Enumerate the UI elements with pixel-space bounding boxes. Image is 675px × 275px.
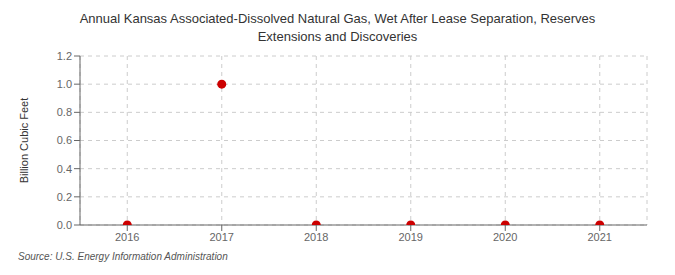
svg-text:2020: 2020: [493, 231, 517, 243]
svg-text:0.0: 0.0: [57, 219, 72, 231]
svg-text:0.4: 0.4: [57, 163, 72, 175]
svg-text:Billion Cubic Feet: Billion Cubic Feet: [18, 98, 30, 184]
html-text:Extensions and Discoveries: Extensions and Discoveries: [257, 29, 418, 44]
svg-text:2017: 2017: [210, 231, 234, 243]
svg-text:0.2: 0.2: [57, 191, 72, 203]
html-text:Source: U.S. Energy Informatio: Source: U.S. Energy Information Administ…: [18, 251, 228, 262]
svg-text:0.8: 0.8: [57, 106, 72, 118]
svg-text:2016: 2016: [115, 231, 139, 243]
svg-text:1.2: 1.2: [57, 50, 72, 62]
svg-text:2021: 2021: [588, 231, 612, 243]
svg-text:1.0: 1.0: [57, 78, 72, 90]
svg-text:2018: 2018: [304, 231, 328, 243]
svg-text:2019: 2019: [399, 231, 423, 243]
html-text:Annual Kansas Associated-Disso: Annual Kansas Associated-Dissolved Natur…: [79, 11, 596, 26]
svg-text:0.6: 0.6: [57, 134, 72, 146]
